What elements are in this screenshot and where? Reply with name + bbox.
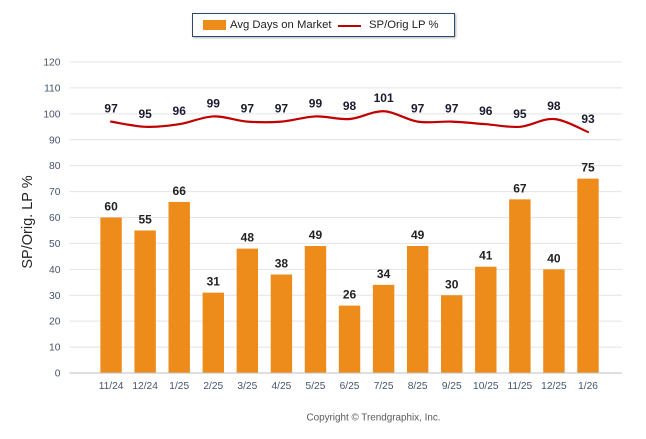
svg-text:41: 41 [479,249,493,263]
svg-text:48: 48 [241,231,255,245]
svg-text:99: 99 [207,96,221,110]
svg-text:67: 67 [513,181,527,195]
svg-text:95: 95 [513,107,527,121]
svg-text:96: 96 [479,104,493,118]
svg-text:55: 55 [138,212,152,226]
svg-text:98: 98 [343,99,357,113]
svg-text:7/25: 7/25 [374,381,394,392]
svg-text:6/25: 6/25 [340,381,360,392]
svg-text:1/25: 1/25 [169,381,189,392]
svg-text:75: 75 [581,161,595,175]
svg-text:SP/Orig. LP %: SP/Orig. LP % [20,175,36,268]
svg-text:26: 26 [343,288,357,302]
svg-text:97: 97 [275,102,289,116]
svg-text:101: 101 [374,91,394,105]
svg-text:49: 49 [411,228,425,242]
svg-text:90: 90 [49,135,61,146]
svg-text:95: 95 [138,107,152,121]
svg-text:20: 20 [49,317,61,328]
svg-text:120: 120 [43,58,60,69]
svg-text:80: 80 [49,161,61,172]
svg-text:110: 110 [44,83,61,94]
svg-text:50: 50 [49,239,61,250]
svg-text:97: 97 [104,102,118,116]
svg-text:70: 70 [49,187,61,198]
svg-text:60: 60 [49,213,61,224]
svg-text:4/25: 4/25 [271,381,291,392]
svg-text:60: 60 [104,200,118,214]
svg-text:100: 100 [43,109,60,120]
svg-text:1/26: 1/26 [578,381,598,392]
svg-text:30: 30 [445,277,459,291]
svg-text:97: 97 [445,102,459,116]
svg-text:97: 97 [241,102,255,116]
svg-text:40: 40 [49,265,61,276]
svg-text:99: 99 [309,96,323,110]
svg-text:97: 97 [411,102,425,116]
svg-text:66: 66 [173,184,187,198]
svg-text:38: 38 [275,257,289,271]
svg-text:12/24: 12/24 [132,381,158,392]
svg-text:10/25: 10/25 [473,381,499,392]
svg-text:93: 93 [581,112,595,126]
svg-text:40: 40 [547,251,561,265]
svg-text:11/24: 11/24 [99,381,124,392]
svg-text:10: 10 [49,343,61,354]
svg-text:5/25: 5/25 [306,381,326,392]
svg-text:31: 31 [207,275,221,289]
svg-text:11/25: 11/25 [507,381,532,392]
svg-text:9/25: 9/25 [442,381,462,392]
svg-text:96: 96 [173,104,187,118]
svg-text:12/25: 12/25 [541,381,567,392]
svg-text:0: 0 [55,369,61,380]
svg-text:3/25: 3/25 [237,381,257,392]
svg-text:Copyright © Trendgraphix, Inc.: Copyright © Trendgraphix, Inc. [306,413,440,424]
svg-text:8/25: 8/25 [408,381,428,392]
svg-text:2/25: 2/25 [203,381,223,392]
svg-text:49: 49 [309,228,323,242]
svg-text:30: 30 [49,291,61,302]
svg-text:98: 98 [547,99,561,113]
svg-text:34: 34 [377,267,391,281]
